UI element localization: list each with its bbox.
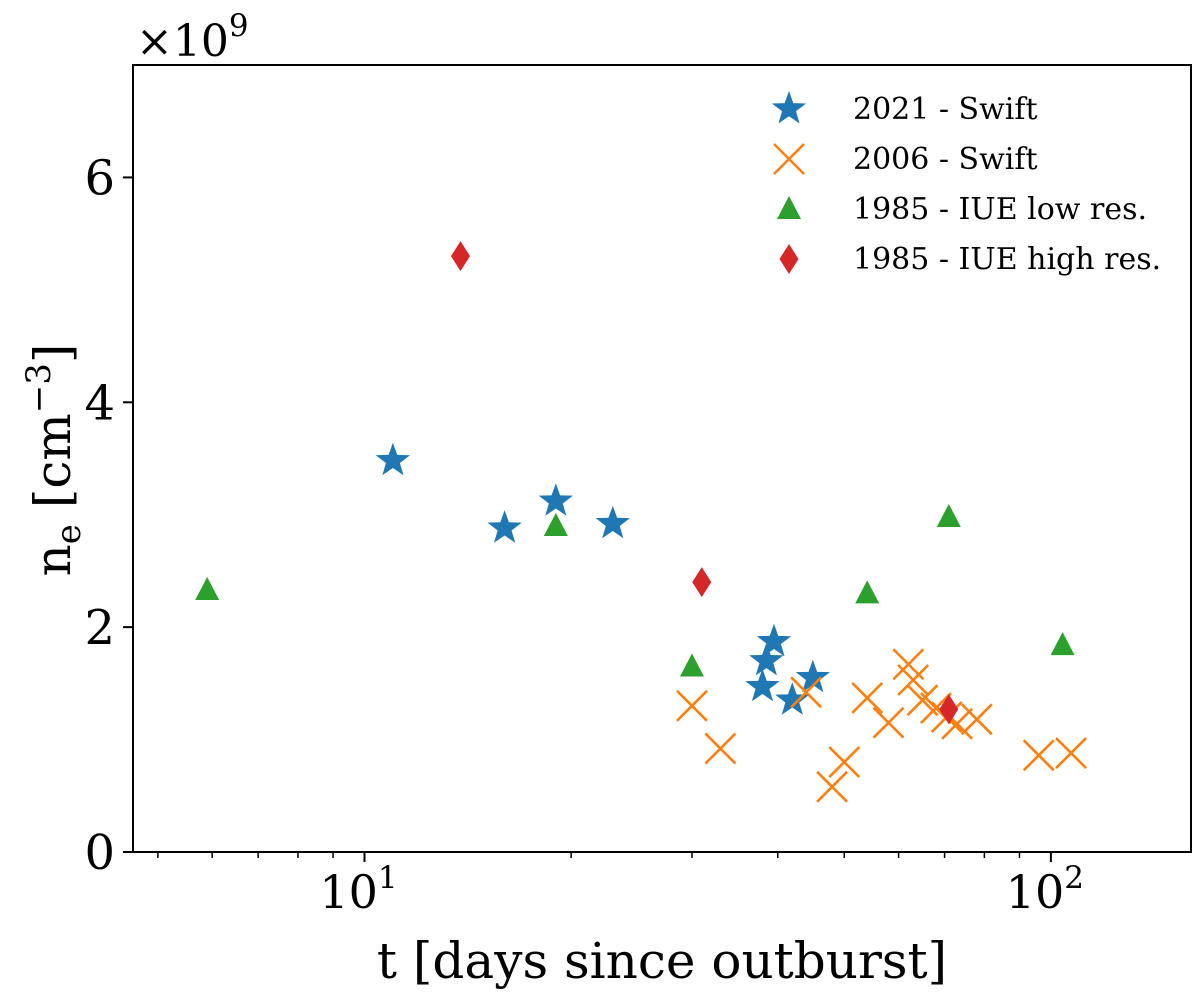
y-offset-label: ×109	[136, 8, 249, 67]
x-axis-label: t [days since outburst]	[377, 932, 947, 990]
legend-label: 2021 - Swift	[853, 92, 1038, 127]
data-point-triangle	[679, 653, 704, 677]
data-point-triangle	[936, 503, 961, 527]
data-point-star	[756, 623, 792, 657]
y-tick-label: 2	[84, 600, 115, 656]
legend-marker-diamond	[779, 244, 799, 274]
data-point-x	[704, 732, 737, 765]
y-tick-label: 6	[84, 150, 115, 206]
data-point-star	[795, 659, 830, 693]
data-point-x	[1055, 737, 1087, 769]
x-tick-label: 101	[319, 860, 397, 919]
data-point-diamond	[692, 567, 712, 598]
data-point-star	[375, 442, 411, 476]
legend-label: 2006 - Swift	[853, 142, 1038, 177]
data-point-star	[595, 505, 630, 539]
y-tick-label: 4	[84, 375, 115, 431]
data-point-star	[749, 642, 784, 676]
data-point-triangle	[543, 512, 568, 536]
legend-label: 1985 - IUE high res.	[853, 242, 1161, 277]
data-point-triangle	[855, 580, 880, 604]
data-point-star	[487, 510, 522, 543]
legend-label: 1985 - IUE low res.	[853, 192, 1147, 227]
data-point-star	[775, 682, 810, 715]
data-point-diamond	[939, 694, 959, 725]
data-point-x	[851, 682, 884, 714]
data-point-star	[745, 668, 780, 702]
tick-layer: 0 2 4 6 101 102	[84, 150, 1084, 919]
y-axis-label: ne [cm−3]	[19, 344, 89, 577]
data-point-star	[538, 483, 573, 516]
data-point-diamond	[450, 241, 470, 272]
x-tick-label: 102	[1006, 860, 1084, 919]
plot-frame	[132, 64, 1192, 853]
legend: 2021 - Swift 2006 - Swift 1985 - IUE low r…	[771, 91, 1161, 277]
data-points-layer	[195, 241, 1087, 803]
data-point-triangle	[195, 577, 220, 601]
data-point-x	[960, 703, 993, 736]
data-point-triangle	[1050, 632, 1075, 656]
data-point-x	[872, 706, 905, 739]
data-point-x	[897, 664, 930, 696]
data-point-x	[828, 746, 861, 778]
legend-marker-star	[771, 91, 807, 124]
data-point-x	[1022, 739, 1055, 772]
data-point-x	[816, 770, 849, 803]
legend-marker-triangle	[777, 196, 801, 219]
y-tick-label: 0	[84, 825, 115, 881]
legend-marker-x	[773, 143, 805, 175]
data-point-x	[790, 676, 823, 709]
data-point-x	[676, 689, 708, 722]
